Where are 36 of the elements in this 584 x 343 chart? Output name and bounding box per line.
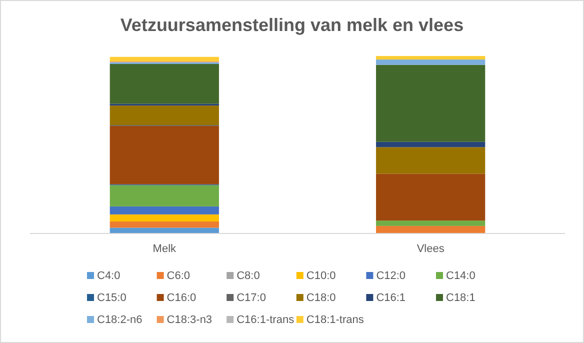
chart-title: Vetzuursamenstelling van melk en vlees [120, 15, 464, 35]
legend-label: C16:1-trans [236, 314, 295, 326]
bar [110, 221, 219, 228]
bar [110, 126, 219, 184]
x-tick-label: Vlees [416, 243, 445, 255]
bar [376, 60, 486, 65]
bar [376, 174, 486, 221]
legend-label: C10:0 [306, 270, 336, 282]
legend-label: C18:0 [306, 292, 336, 304]
legend-label: C8:0 [236, 270, 260, 282]
bar [376, 220, 486, 226]
legend-label: C16:0 [166, 292, 196, 304]
legend-label: C18:2-n6 [97, 314, 142, 326]
bar [110, 185, 219, 206]
legend-label: C18:1 [446, 292, 476, 304]
legend-label: C6:0 [166, 270, 190, 282]
legend-label: C15:0 [97, 292, 126, 304]
legend-label: C18:3-n3 [166, 314, 212, 326]
bar [110, 56, 219, 62]
bar [376, 56, 486, 60]
bar [376, 142, 486, 148]
bar [110, 228, 219, 233]
legend-label: C12:0 [376, 270, 406, 282]
bar [110, 64, 219, 104]
bar [376, 226, 486, 233]
legend-label: C16:1 [376, 292, 406, 304]
legend-label: C4:0 [97, 270, 120, 282]
bar [110, 206, 219, 214]
legend-label: C17:0 [236, 292, 266, 304]
bar [110, 214, 219, 222]
bar [110, 106, 219, 126]
legend-label: C18:1-trans [306, 314, 364, 326]
x-tick-label: Melk [152, 243, 177, 255]
bar [376, 64, 486, 142]
bar [376, 147, 486, 174]
legend-label: C14:0 [446, 270, 476, 282]
